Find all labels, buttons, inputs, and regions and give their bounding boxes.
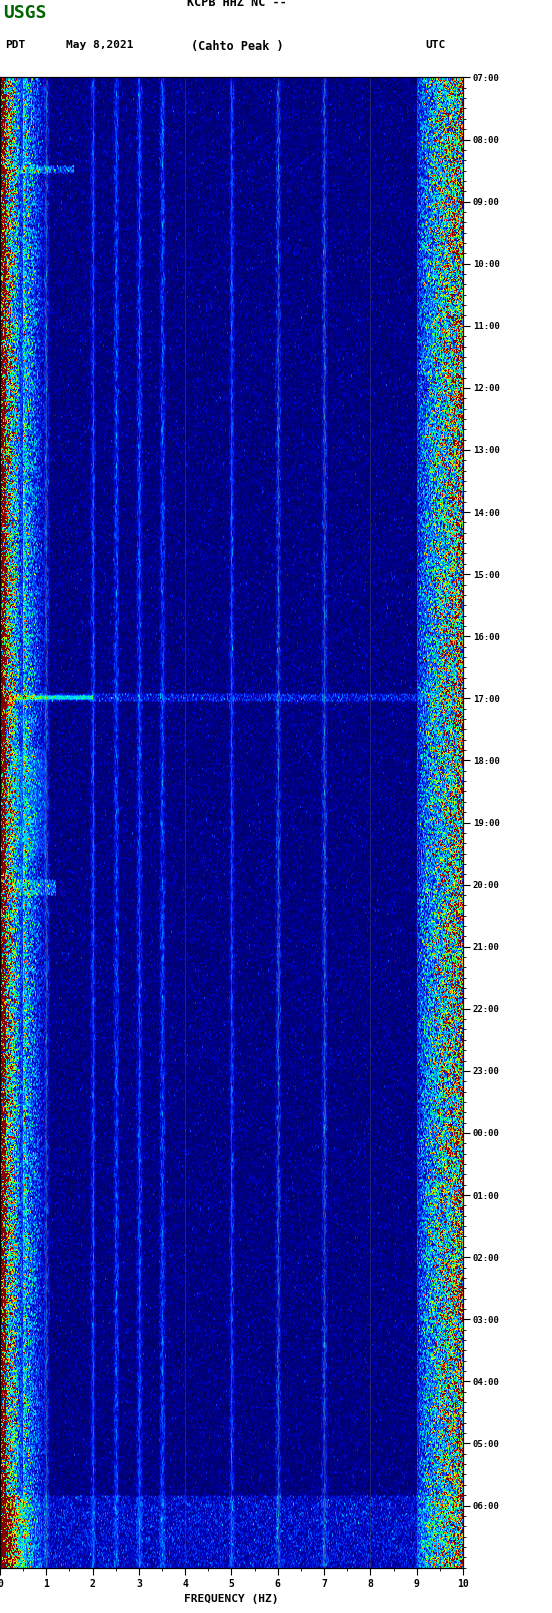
- Text: USGS: USGS: [3, 3, 46, 21]
- Text: (Cahto Peak ): (Cahto Peak ): [191, 40, 284, 53]
- Text: PDT: PDT: [6, 40, 26, 50]
- Text: KCPB HHZ NC --: KCPB HHZ NC --: [188, 0, 287, 10]
- Text: May 8,2021: May 8,2021: [66, 40, 134, 50]
- Text: UTC: UTC: [425, 40, 445, 50]
- X-axis label: FREQUENCY (HZ): FREQUENCY (HZ): [184, 1594, 279, 1603]
